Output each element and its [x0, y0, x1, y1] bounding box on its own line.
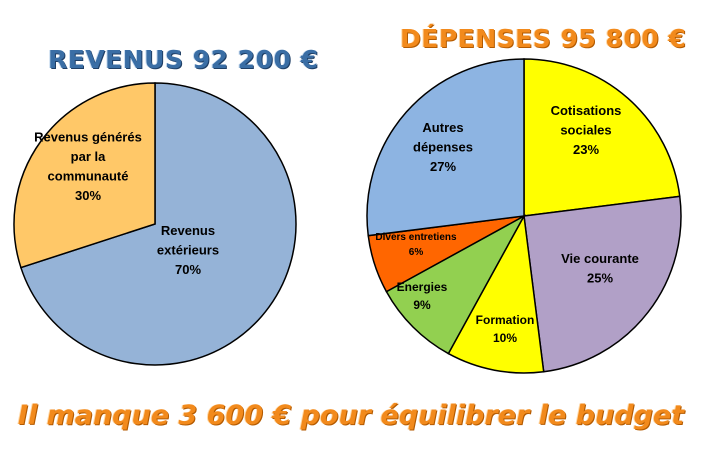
- slice-label: Vie courante 25%: [561, 251, 639, 286]
- slice-label: Divers entretiens 6%: [375, 232, 457, 258]
- revenus-pie: Revenus extérieurs 70% Revenus générés par l…: [13, 82, 297, 366]
- slice-label: Revenus générés par la communauté 30%: [34, 129, 142, 203]
- pie-slice: [385, 214, 526, 355]
- slice-label: Energies 9%: [397, 280, 448, 312]
- pie-slice: [523, 58, 681, 217]
- slice-label: Revenus extérieurs 70%: [157, 223, 219, 277]
- pie-slice: [13, 82, 156, 269]
- pie-slice: [366, 58, 525, 237]
- slice-label: Cotisations sociales 23%: [551, 103, 622, 157]
- depenses-title: DÉPENSES 95 800 €: [400, 24, 687, 53]
- depenses-pie: Cotisations sociales 23% Vie courante 25% For…: [366, 58, 682, 374]
- pie-slice: [19, 82, 297, 366]
- pie-slice: [523, 195, 682, 373]
- budget-footer: Il manque 3 600 € pour équilibrer le bud…: [17, 400, 685, 431]
- revenus-title: REVENUS 92 200 €: [48, 45, 319, 74]
- slice-label: Formation 10%: [476, 313, 535, 345]
- slice-label: Autres dépenses 27%: [413, 120, 473, 174]
- pie-slice: [447, 213, 545, 374]
